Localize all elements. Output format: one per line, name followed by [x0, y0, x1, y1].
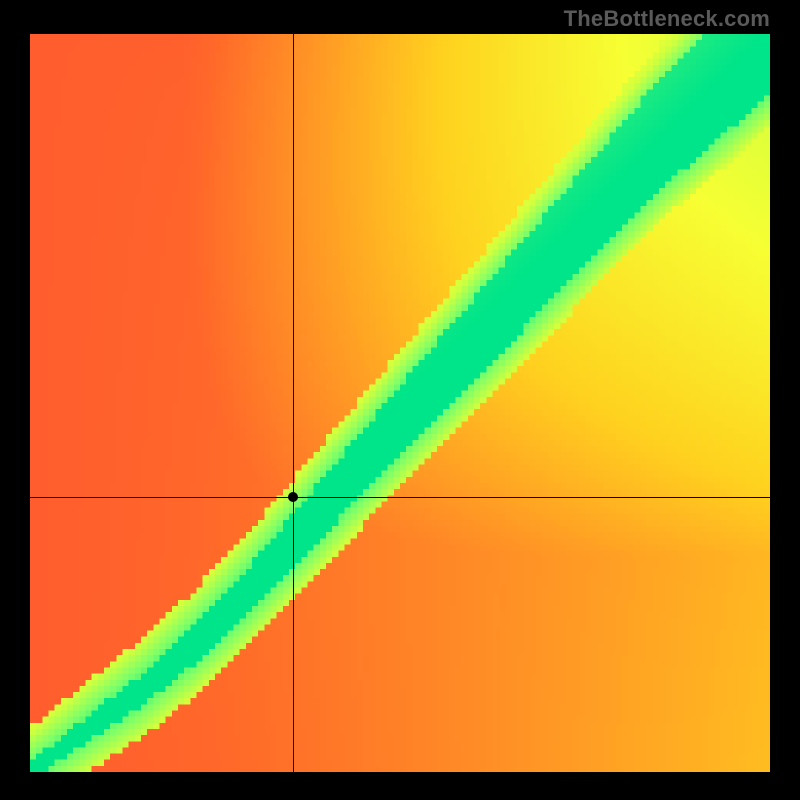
crosshair-marker: [288, 492, 298, 502]
figure-container: TheBottleneck.com: [0, 0, 800, 800]
crosshair-horizontal: [30, 497, 770, 498]
heatmap-plot: [30, 34, 770, 772]
watermark-text: TheBottleneck.com: [564, 6, 770, 32]
crosshair-vertical: [293, 34, 294, 772]
heatmap-canvas: [30, 34, 770, 772]
